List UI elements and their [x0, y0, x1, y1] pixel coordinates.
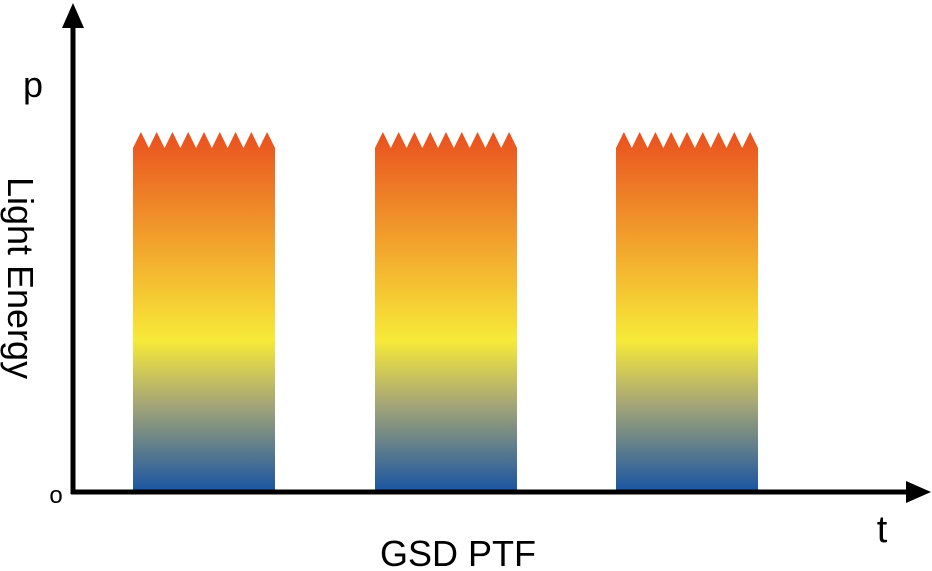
- light-pulse: [133, 132, 275, 491]
- light-pulse: [375, 132, 517, 491]
- pulses: [133, 132, 758, 491]
- y-axis-arrow: [62, 3, 84, 28]
- caption: GSD PTF: [380, 533, 536, 571]
- x-axis-arrow: [906, 481, 931, 503]
- y-axis-label: Light Energy: [0, 177, 41, 379]
- y-top-label: p: [23, 64, 43, 105]
- x-axis-label: t: [877, 509, 888, 551]
- light-pulse: [616, 132, 758, 491]
- origin-label: o: [49, 482, 62, 509]
